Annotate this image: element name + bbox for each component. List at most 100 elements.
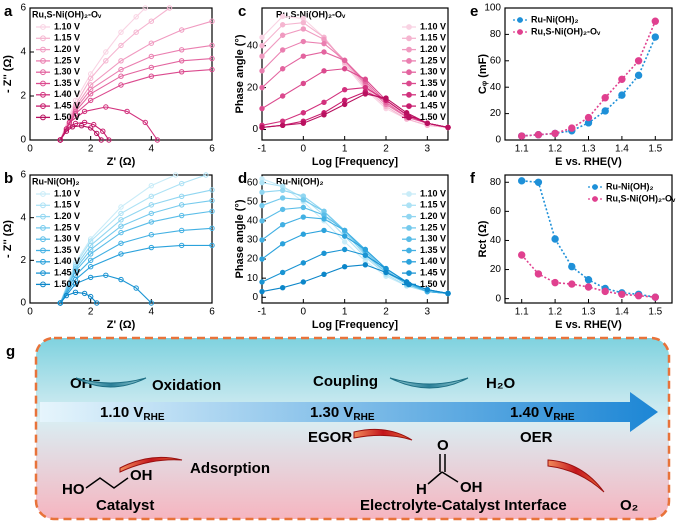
data-point: [100, 128, 106, 134]
legend-label: 1.50 V: [420, 279, 446, 289]
legend-marker: [40, 69, 46, 76]
legend-label: 1.20 V: [420, 44, 446, 54]
data-point: [57, 300, 64, 306]
x-tick-label: -1: [258, 307, 267, 318]
x-tick-label: 1: [342, 307, 348, 318]
y-axis-title: - Z'' (Ω): [2, 55, 14, 93]
legend-label: 1.15 V: [420, 33, 446, 43]
legend-marker: [40, 202, 46, 209]
legend-marker: [40, 270, 46, 277]
legend-label: 1.50 V: [54, 279, 80, 289]
y-tick-label: 100: [484, 3, 501, 14]
data-point: [279, 269, 286, 276]
process-label: EGOR: [308, 429, 352, 446]
x-tick-label: 0: [27, 307, 33, 318]
data-point: [118, 276, 124, 283]
data-point: [118, 240, 124, 246]
species: H₂O: [486, 375, 515, 392]
x-tick-label: 6: [209, 144, 215, 155]
legend-marker: [40, 114, 46, 121]
data-point: [634, 71, 643, 80]
legend-label: 1.35 V: [54, 245, 80, 255]
data-point: [445, 124, 451, 131]
data-point: [148, 73, 155, 79]
x-tick-label: 1.1: [515, 307, 529, 318]
x-tick-label: 1.5: [648, 307, 662, 318]
data-point: [103, 58, 109, 64]
data-point: [209, 18, 215, 24]
x-axis-title: E vs. RHE(V): [555, 156, 622, 168]
data-point: [72, 110, 79, 117]
legend-marker: [406, 114, 412, 121]
process-label: OER: [520, 429, 553, 446]
catalyst-sheet: [353, 428, 413, 441]
legend-marker: [406, 225, 412, 231]
x-tick-label: 0: [27, 144, 33, 155]
data-point: [300, 204, 307, 211]
data-point: [300, 260, 307, 266]
data-point: [618, 91, 626, 99]
data-point: [424, 286, 431, 293]
y-tick-label: 40: [247, 40, 259, 51]
atom-label: O: [437, 437, 449, 454]
potential: 1.40 VRHE: [510, 404, 575, 423]
data-point: [87, 75, 94, 82]
legend-marker: [406, 103, 412, 109]
data-point: [178, 212, 185, 219]
data-point: [178, 202, 185, 208]
data-point: [81, 119, 88, 126]
y-tick-label: 60: [490, 206, 502, 217]
data-point: [259, 218, 265, 224]
legend-marker: [406, 247, 412, 254]
series-line: [59, 125, 102, 141]
legend-label: Ru-Ni(OH)₂: [606, 181, 654, 191]
data-point: [279, 221, 286, 228]
data-point: [300, 80, 307, 87]
data-point: [118, 223, 124, 229]
x-tick-label: 1.2: [548, 307, 562, 318]
data-point: [279, 13, 286, 20]
series-line: [261, 22, 449, 128]
schematic-frame: [34, 336, 671, 521]
data-point: [103, 49, 109, 55]
legend-label: 1.30 V: [54, 67, 80, 77]
legend-marker: [517, 29, 523, 35]
data-point: [118, 66, 124, 73]
panel-label: g: [6, 343, 15, 360]
atom-label: HO: [62, 481, 85, 498]
legend-marker: [406, 236, 412, 243]
legend-label: 1.35 V: [420, 245, 446, 255]
legend-label: Ru-Ni(OH)₂: [531, 14, 579, 24]
series-line: [59, 106, 158, 141]
y-tick-label: 20: [490, 108, 502, 119]
label: Electrolyte-Catalyst Interface: [360, 497, 567, 514]
data-point: [118, 229, 124, 236]
data-point: [424, 120, 431, 126]
data-point: [72, 281, 79, 287]
data-point: [300, 53, 307, 59]
series-line: [261, 182, 449, 294]
plot-title: Ru-Ni(OH)₂: [276, 176, 324, 186]
data-point: [63, 292, 70, 299]
data-point: [148, 64, 155, 71]
panel-label: c: [238, 3, 246, 20]
plot-title: Ru,S-Ni(OH)₂-Oᵥ: [32, 9, 102, 19]
x-axis-title: E vs. RHE(V): [555, 319, 622, 331]
data-point: [279, 66, 286, 72]
legend-marker: [592, 196, 598, 202]
y-tick-label: 4: [20, 212, 26, 223]
data-point: [601, 107, 609, 115]
potential-arrow: [40, 392, 658, 432]
y-tick-label: 20: [247, 82, 259, 93]
data-point: [534, 270, 543, 278]
x-tick-label: 3: [425, 144, 431, 155]
x-tick-label: 1.3: [582, 144, 596, 155]
y-tick-label: 20: [490, 264, 502, 275]
y-tick-label: 0: [252, 124, 258, 135]
data-point: [259, 84, 265, 91]
legend-label: 1.30 V: [420, 67, 446, 77]
x-tick-label: 2: [88, 307, 94, 318]
data-point: [118, 210, 124, 217]
data-point: [551, 235, 559, 243]
